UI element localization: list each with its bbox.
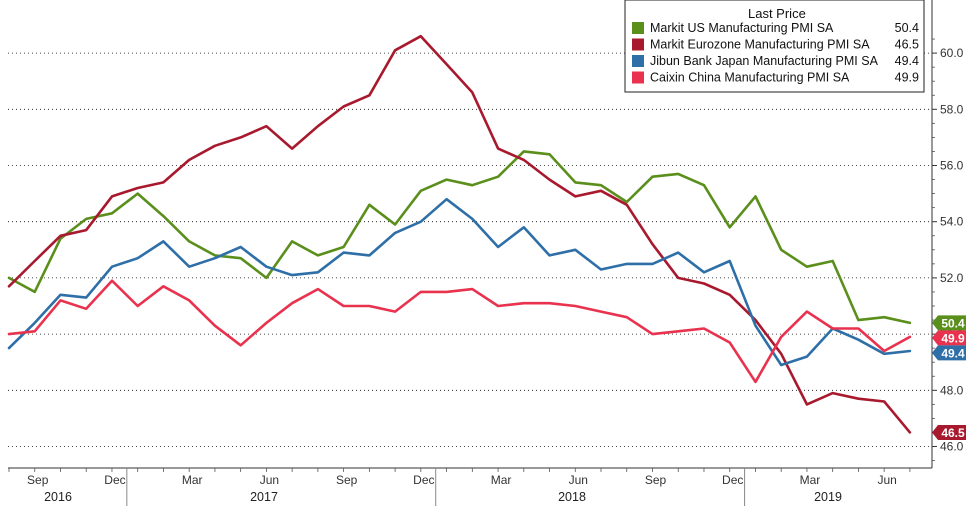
last-value-tag-label: 49.9 <box>941 331 965 345</box>
x-tick-label: Mar <box>182 473 203 487</box>
x-tick-label: Sep <box>336 473 358 487</box>
x-tick-label: Dec <box>104 473 125 487</box>
y-tick-label: 58.0 <box>940 102 964 116</box>
y-tick-label: 46.0 <box>940 440 964 454</box>
x-tick-label: Mar <box>491 473 512 487</box>
last-value-tag-label: 50.4 <box>941 316 965 330</box>
x-year-label: 2016 <box>44 490 72 504</box>
x-axis: Sep Dec Mar Jun Sep Dec Mar Jun Sep Dec Mar Jun 2016… <box>8 467 932 506</box>
series-line <box>7 279 912 384</box>
legend: Last Price Markit US Manufacturing PMI S… <box>624 0 925 93</box>
y-tick-label: 56.0 <box>940 159 964 173</box>
legend-entry-value: 49.9 <box>895 71 919 85</box>
y-axis: 46.048.050.052.054.056.058.060.0 <box>931 0 964 468</box>
x-tick-label: Jun <box>877 473 896 487</box>
y-tick-label: 60.0 <box>940 46 964 60</box>
y-tick-label: 52.0 <box>940 271 964 285</box>
x-tick-label: Sep <box>645 473 667 487</box>
legend-items: Markit US Manufacturing PMI SA 50.4 Markit… <box>632 21 919 85</box>
x-tick-label: Jun <box>569 473 588 487</box>
legend-entry-value: 49.4 <box>895 54 919 68</box>
series-line <box>7 150 912 325</box>
x-year-label: 2017 <box>250 490 278 504</box>
series-line <box>7 34 912 434</box>
last-value-tag <box>932 330 966 346</box>
legend-swatch <box>632 55 644 67</box>
series-lines <box>7 34 912 434</box>
last-value-tag <box>932 424 966 440</box>
last-value-tag <box>932 345 966 361</box>
last-value-tag-label: 49.4 <box>941 346 965 360</box>
y-tick-label: 54.0 <box>940 215 964 229</box>
x-year-label: 2018 <box>558 490 586 504</box>
series-line <box>7 197 912 367</box>
last-value-tag-label: 46.5 <box>941 426 965 440</box>
last-value-tag <box>932 315 966 331</box>
legend-entry-name: Caixin China Manufacturing PMI SA <box>650 71 850 85</box>
legend-swatch <box>632 22 644 34</box>
x-tick-label: Sep <box>27 473 49 487</box>
x-year-label: 2019 <box>814 490 842 504</box>
legend-entry-name: Markit US Manufacturing PMI SA <box>650 21 834 35</box>
last-value-tags: 50.449.949.4 46.5 <box>932 315 966 440</box>
legend-entry-value: 46.5 <box>895 38 919 52</box>
legend-title: Last Price <box>748 6 806 21</box>
legend-entry-value: 50.4 <box>895 21 919 35</box>
legend-entry-name: Markit Eurozone Manufacturing PMI SA <box>650 38 870 52</box>
legend-box <box>624 0 925 93</box>
legend-swatch <box>632 71 644 84</box>
x-tick-label: Mar <box>800 473 821 487</box>
legend-swatch <box>632 38 644 51</box>
x-tick-label: Dec <box>722 473 743 487</box>
y-tick-label: 48.0 <box>940 383 964 397</box>
legend-entry-name: Jibun Bank Japan Manufacturing PMI SA <box>650 54 879 68</box>
x-tick-label: Dec <box>413 473 434 487</box>
x-tick-label: Jun <box>260 473 279 487</box>
